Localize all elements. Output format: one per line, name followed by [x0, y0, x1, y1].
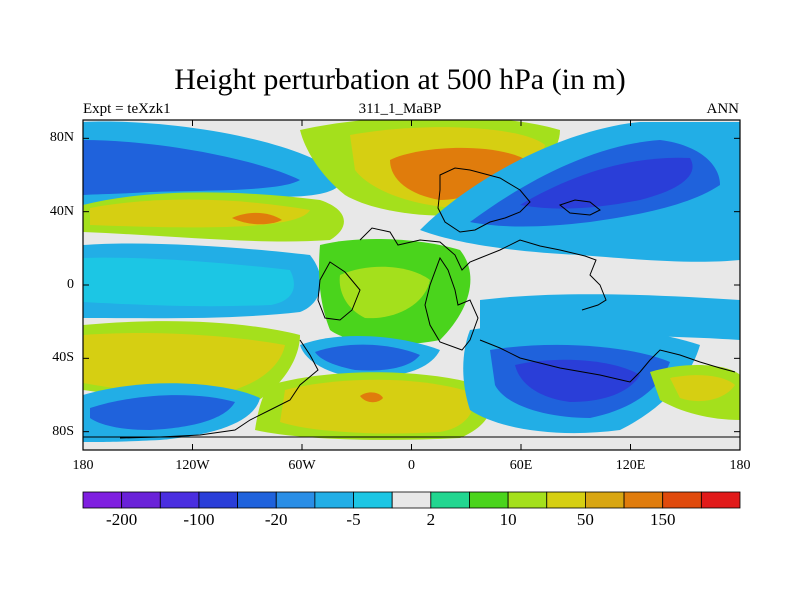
colorbar-swatch	[546, 491, 586, 509]
contour-sc-yellow	[280, 379, 474, 434]
coastline	[83, 167, 740, 439]
colorbar-swatch	[662, 491, 702, 509]
colorbar-swatch	[314, 491, 354, 509]
colorbar-label: 50	[576, 510, 594, 529]
colorbar-swatch	[121, 491, 161, 509]
colorbar-swatch	[507, 491, 548, 509]
colorbar-swatch	[275, 491, 316, 509]
colorbar-swatch	[353, 491, 393, 509]
lon-tick-label: 60W	[288, 458, 316, 473]
colorbar-label: 2	[426, 510, 436, 529]
colorbar-swatch	[469, 491, 509, 509]
period-label: 311_1_MaBP	[358, 101, 442, 117]
colorbar-swatch	[237, 491, 277, 509]
contour-ne-indigo	[520, 157, 693, 209]
map-title: Height perturbation at 500 hPa (in m)	[174, 63, 626, 96]
lat-tick-label: 0	[67, 277, 74, 292]
lat-tick-label: 40S	[52, 350, 74, 366]
lat-tick-label: 80N	[49, 130, 74, 146]
lon-tick-label: 120E	[615, 458, 646, 473]
colorbar-swatch	[700, 491, 741, 509]
lat-tick-label: 40N	[49, 203, 74, 219]
contour-npac-orange	[232, 212, 282, 225]
colorbar-swatch	[159, 491, 200, 509]
colorbar-label: -100	[183, 510, 215, 529]
contour-tropic-west-light	[83, 257, 294, 307]
colorbar-label: -200	[106, 510, 138, 529]
contour-se-yellow	[670, 375, 735, 402]
lon-tick-label: 0	[408, 458, 415, 473]
colorbar-swatch	[82, 491, 123, 509]
colorbar-swatch	[198, 491, 238, 509]
colorbar-label: -20	[264, 510, 288, 529]
contour-sc-blue	[315, 344, 420, 371]
contour-sc-orange	[360, 392, 383, 403]
colorbar-swatch	[585, 491, 625, 509]
experiment-label: Expt = teXzk1	[83, 101, 171, 117]
contour-tropic-center-light	[339, 266, 430, 319]
contour-sw-blue	[90, 395, 235, 430]
contour-field	[83, 120, 740, 450]
colorbar	[82, 491, 741, 509]
axis-ticks	[82, 120, 741, 450]
lon-tick-label: 180	[72, 458, 94, 473]
colorbar-label: 10	[499, 510, 517, 529]
lon-tick-label: 60E	[509, 458, 533, 473]
colorbar-swatch	[430, 491, 470, 509]
colorbar-label: -5	[346, 510, 361, 529]
colorbar-swatch	[623, 491, 664, 509]
contour-sw-yellow	[83, 333, 285, 395]
contour-se-indigo	[515, 359, 640, 402]
season-label: ANN	[706, 101, 740, 117]
colorbar-label: 150	[649, 510, 676, 529]
lon-tick-label: 180	[729, 458, 751, 473]
lon-tick-label: 120W	[175, 458, 210, 473]
colorbar-swatch	[391, 491, 432, 509]
lat-tick-label: 80S	[52, 423, 74, 439]
contour-nw-blue	[83, 140, 300, 195]
